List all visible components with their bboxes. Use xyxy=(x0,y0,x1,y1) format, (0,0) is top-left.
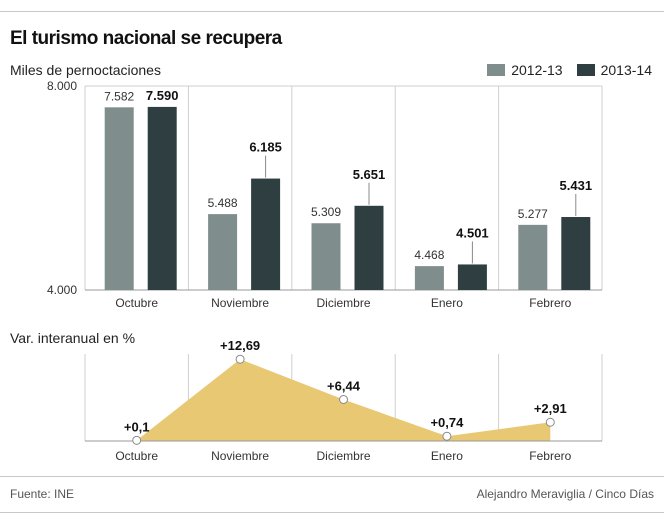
data-label-2012-13-febrero: 5.277 xyxy=(518,207,548,221)
legend-label-2013-14: 2013-14 xyxy=(600,62,652,78)
bar-2012-13-octubre xyxy=(104,107,134,291)
x-tick-label-enero: Enero xyxy=(431,296,463,310)
data-label-2012-13-enero: 4.468 xyxy=(414,248,444,262)
area-data-label-enero: +0,74 xyxy=(430,415,464,430)
bar-2012-13-noviembre xyxy=(208,214,238,290)
data-label-2012-13-octubre: 7.582 xyxy=(104,89,134,103)
legend: 2012-13 2013-14 xyxy=(473,62,652,78)
data-label-2013-14-enero: 4.501 xyxy=(456,225,489,240)
data-label-2013-14-octubre: 7.590 xyxy=(146,88,179,103)
area-data-label-noviembre: +12,69 xyxy=(220,338,260,353)
y-tick-label-min: 4.000 xyxy=(47,283,77,297)
data-label-2013-14-diciembre: 5.651 xyxy=(353,167,386,182)
footer-rule-top xyxy=(0,476,664,477)
source-note: Fuente: INE xyxy=(10,487,75,501)
area-x-tick-label-febrero: Febrero xyxy=(529,449,571,463)
x-tick-label-noviembre: Noviembre xyxy=(211,296,269,310)
bar-chart-subtitle: Miles de pernoctaciones xyxy=(10,62,161,78)
bar-chart: 8.000 4.000 7.582 7.590 Octubre 5.488 6.185 Nov… xyxy=(47,79,603,310)
bar-2013-14-noviembre xyxy=(251,178,281,290)
bar-2013-14-enero xyxy=(457,264,487,290)
bar-2012-13-diciembre xyxy=(311,223,341,290)
area-point-noviembre xyxy=(235,354,245,364)
legend-label-2012-13: 2012-13 xyxy=(511,62,563,78)
x-tick-label-diciembre: Diciembre xyxy=(316,296,370,310)
bar-2013-14-diciembre xyxy=(354,205,384,290)
legend-swatch-2013-14 xyxy=(576,64,595,76)
chart-title: El turismo nacional se recupera xyxy=(10,28,282,49)
data-label-2013-14-febrero: 5.431 xyxy=(560,178,593,193)
area-chart-subtitle: Var. interanual en % xyxy=(10,330,136,346)
area-x-tick-label-diciembre: Diciembre xyxy=(316,449,370,463)
bar-2013-14-octubre xyxy=(147,106,177,290)
footer-rule-bottom xyxy=(0,512,664,513)
area-data-label-diciembre: +6,44 xyxy=(327,378,361,393)
data-label-2012-13-diciembre: 5.309 xyxy=(311,205,341,219)
area-data-label-octubre: +0,1 xyxy=(124,419,150,434)
bar-2012-13-enero xyxy=(414,266,444,290)
legend-item-2013-14: 2013-14 xyxy=(576,62,652,78)
bar-2012-13-febrero xyxy=(518,224,548,290)
area-point-octubre xyxy=(132,435,142,445)
area-point-febrero xyxy=(545,417,555,427)
x-tick-label-febrero: Febrero xyxy=(529,296,571,310)
legend-item-2012-13: 2012-13 xyxy=(487,62,563,78)
area-point-enero xyxy=(442,431,452,441)
area-x-tick-label-noviembre: Noviembre xyxy=(211,449,269,463)
x-tick-label-octubre: Octubre xyxy=(115,296,158,310)
area-x-tick-label-enero: Enero xyxy=(431,449,463,463)
top-rule xyxy=(0,11,664,12)
area-point-diciembre xyxy=(339,394,348,404)
bar-2013-14-febrero xyxy=(561,217,591,290)
y-tick-label-max: 8.000 xyxy=(47,79,77,93)
area-data-label-febrero: +2,91 xyxy=(534,401,567,416)
data-label-2012-13-noviembre: 5.488 xyxy=(208,196,238,210)
data-label-2013-14-noviembre: 6.185 xyxy=(249,140,282,155)
area-x-tick-label-octubre: Octubre xyxy=(115,449,158,463)
credit-note: Alejandro Meraviglia / Cinco Días xyxy=(476,487,654,501)
legend-swatch-2012-13 xyxy=(487,64,506,76)
area-chart: +0,1 Octubre +12,69 Noviembre +6,44 Diciembre… xyxy=(84,338,603,463)
